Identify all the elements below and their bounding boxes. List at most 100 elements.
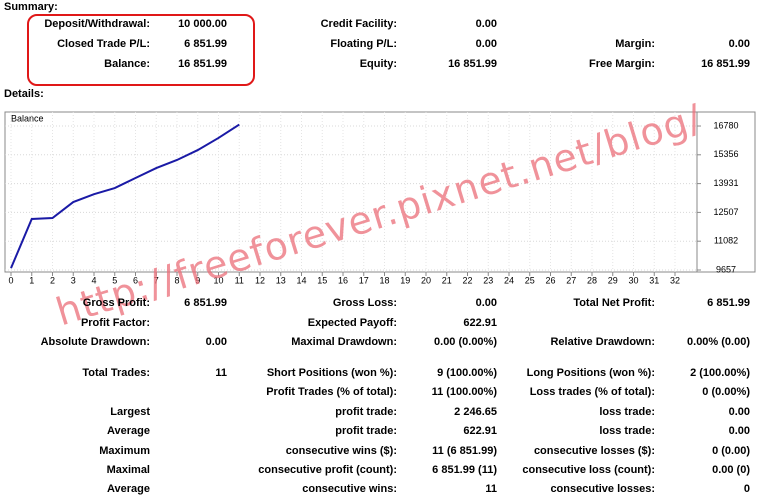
field-value: 11 xyxy=(215,367,227,379)
field-value: 11 xyxy=(485,483,497,495)
y-tick-label: 16780 xyxy=(713,120,738,130)
field-label: Maximal Drawdown: xyxy=(291,336,397,348)
x-tick-label: 24 xyxy=(504,275,514,285)
x-tick-label: 23 xyxy=(483,275,493,285)
field-label: Free Margin: xyxy=(588,58,655,70)
field-label: consecutive losses: xyxy=(550,483,655,495)
field-label: consecutive profit (count): xyxy=(258,464,397,476)
x-tick-label: 25 xyxy=(525,275,535,285)
field-label: Gross Profit: xyxy=(82,297,150,309)
x-tick-label: 20 xyxy=(421,275,431,285)
field-label: Relative Drawdown: xyxy=(550,336,655,348)
field-label: Deposit/Withdrawal: xyxy=(44,18,150,30)
y-tick-label: 13931 xyxy=(713,178,738,188)
field-label: Profit Trades (% of total): xyxy=(266,386,397,398)
x-tick-label: 21 xyxy=(442,275,452,285)
x-tick-label: 22 xyxy=(462,275,472,285)
field-value: 6 851.99 xyxy=(707,297,750,309)
field-value: 6 851.99 xyxy=(184,38,227,50)
field-label: Maximum xyxy=(99,445,150,457)
field-label: Absolute Drawdown: xyxy=(40,336,150,348)
x-tick-label: 13 xyxy=(276,275,286,285)
field-value: 6 851.99 xyxy=(184,297,227,309)
x-tick-label: 10 xyxy=(213,275,223,285)
field-label: Gross Loss: xyxy=(332,297,397,309)
x-tick-label: 28 xyxy=(587,275,597,285)
field-label: consecutive loss (count): xyxy=(522,464,655,476)
field-label: Floating P/L: xyxy=(330,38,397,50)
field-value: 0.00 xyxy=(728,406,750,418)
field-label: consecutive wins ($): xyxy=(285,445,397,457)
x-tick-label: 19 xyxy=(400,275,410,285)
x-tick-label: 6 xyxy=(133,275,138,285)
field-label: Balance: xyxy=(104,58,150,70)
x-tick-label: 30 xyxy=(628,275,638,285)
field-label: Margin: xyxy=(615,38,655,50)
x-tick-label: 17 xyxy=(359,275,369,285)
field-value: 2 (100.00%) xyxy=(690,367,750,379)
field-label: loss trade: xyxy=(599,406,655,418)
field-value: 0.00 xyxy=(475,38,497,50)
chart-title: Balance xyxy=(11,113,44,123)
field-value: 6 851.99 (11) xyxy=(432,464,497,476)
field-value: 622.91 xyxy=(463,425,497,437)
field-label: Closed Trade P/L: xyxy=(57,38,150,50)
field-value: 9 (100.00%) xyxy=(437,367,497,379)
field-value: 0 (0.00%) xyxy=(702,386,750,398)
x-tick-label: 14 xyxy=(296,275,306,285)
x-tick-label: 15 xyxy=(317,275,327,285)
field-label: Average xyxy=(106,483,150,495)
field-label: Equity: xyxy=(359,58,397,70)
field-label: Expected Payoff: xyxy=(307,317,397,329)
field-label: loss trade: xyxy=(599,425,655,437)
highlight-box xyxy=(27,14,255,86)
field-value: 0.00 xyxy=(205,336,227,348)
field-label: consecutive losses ($): xyxy=(533,445,655,457)
y-tick-label: 11082 xyxy=(714,236,738,246)
field-label: Largest xyxy=(110,406,150,418)
field-label: Short Positions (won %): xyxy=(266,367,397,379)
x-tick-label: 2 xyxy=(50,275,55,285)
x-tick-label: 16 xyxy=(338,275,348,285)
x-tick-label: 12 xyxy=(255,275,265,285)
x-tick-label: 3 xyxy=(71,275,76,285)
chart-frame xyxy=(4,111,756,273)
balance-line xyxy=(10,123,240,269)
field-label: consecutive wins: xyxy=(302,483,397,495)
field-value: 16 851.99 xyxy=(701,58,750,70)
x-tick-label: 8 xyxy=(174,275,179,285)
x-tick-label: 26 xyxy=(545,275,555,285)
field-label: Long Positions (won %): xyxy=(526,367,655,379)
x-tick-label: 18 xyxy=(379,275,389,285)
field-label: Total Trades: xyxy=(82,367,150,379)
y-tick-label: 12507 xyxy=(713,207,738,217)
x-tick-label: 11 xyxy=(235,275,244,285)
field-value: 0.00 (0.00%) xyxy=(434,336,497,348)
x-tick-label: 0 xyxy=(8,275,13,285)
x-tick-label: 29 xyxy=(608,275,618,285)
field-value: 2 246.65 xyxy=(454,406,497,418)
field-value: 10 000.00 xyxy=(178,18,227,30)
y-tick-label: 15356 xyxy=(713,149,738,159)
x-tick-label: 31 xyxy=(649,275,659,285)
field-value: 11 (100.00%) xyxy=(431,386,497,398)
field-label: Total Net Profit: xyxy=(573,297,655,309)
field-value: 0 xyxy=(743,483,750,495)
x-tick-label: 5 xyxy=(112,275,117,285)
field-value: 0.00 xyxy=(728,425,750,437)
y-tick-label: 9657 xyxy=(716,264,736,274)
field-label: Profit Factor: xyxy=(80,317,150,329)
field-value: 0 (0.00) xyxy=(712,445,750,457)
details-heading: Details: xyxy=(4,88,44,100)
field-label: Loss trades (% of total): xyxy=(529,386,655,398)
field-value: 16 851.99 xyxy=(448,58,497,70)
field-value: 0.00 xyxy=(728,38,750,50)
field-value: 16 851.99 xyxy=(178,58,227,70)
x-tick-label: 27 xyxy=(566,275,576,285)
field-value: 0.00 (0) xyxy=(712,464,750,476)
field-value: 622.91 xyxy=(463,317,497,329)
x-tick-label: 7 xyxy=(154,275,159,285)
summary-heading: Summary: xyxy=(4,1,58,13)
